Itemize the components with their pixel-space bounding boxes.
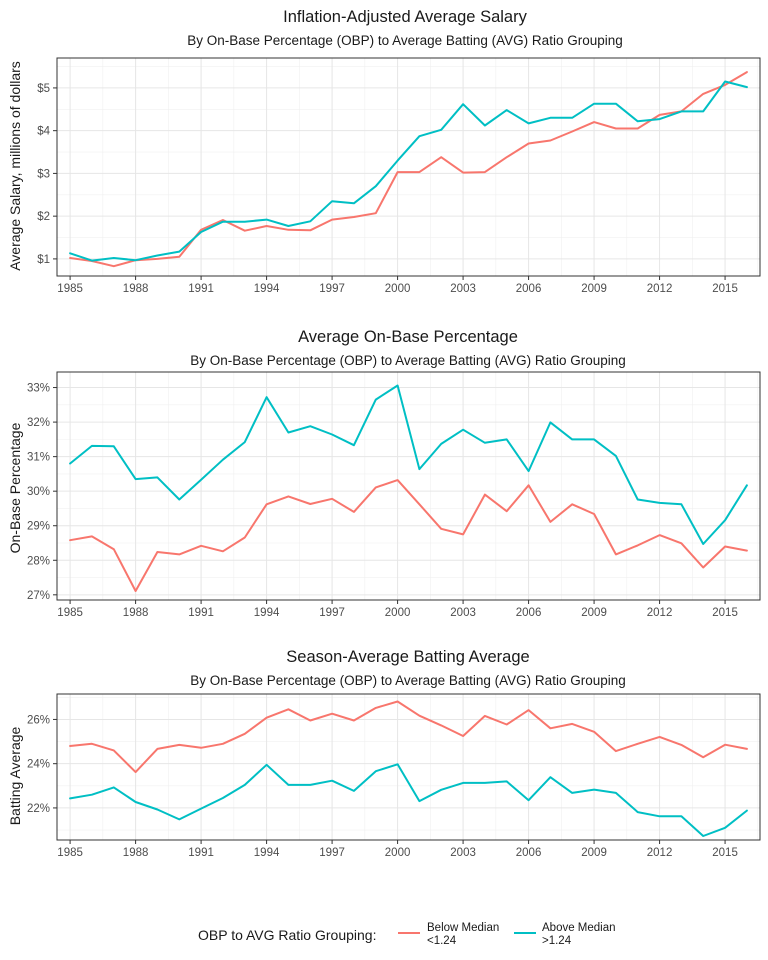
y-tick-label: $3 <box>37 168 50 180</box>
y-tick-label: 26% <box>27 714 50 726</box>
panel-border <box>56 57 761 277</box>
x-tick-label: 1991 <box>188 283 214 295</box>
y-tick-label: $5 <box>37 83 50 95</box>
x-tick-label: 2000 <box>385 847 411 859</box>
y-tick-label: $4 <box>37 126 50 138</box>
x-tick-label: 1997 <box>319 847 345 859</box>
batting-average-chart-panel: Season-Average Batting Average By On-Bas… <box>7 648 761 859</box>
x-tick-label: 2012 <box>647 283 673 295</box>
chart-subtitle: By On-Base Percentage (OBP) to Average B… <box>187 33 622 48</box>
panel-border <box>56 693 761 841</box>
x-tick-label: 1988 <box>123 607 149 619</box>
legend-label-below-median-line1: Below Median <box>427 922 499 934</box>
x-tick-label: 2006 <box>516 847 542 859</box>
x-tick-label: 2003 <box>450 607 476 619</box>
x-tick-label: 1997 <box>319 607 345 619</box>
x-tick-label: 1997 <box>319 283 345 295</box>
legend-label-above-median-line2: >1.24 <box>542 935 572 947</box>
series-line-below-median <box>69 700 748 774</box>
legend-title: OBP to AVG Ratio Grouping: <box>198 927 376 943</box>
chart-title: Inflation-Adjusted Average Salary <box>283 8 527 26</box>
legend-label-above-median-line1: Above Median <box>542 922 616 934</box>
obp-chart-panel: Average On-Base Percentage By On-Base Pe… <box>7 328 761 619</box>
salary-chart-panel: Inflation-Adjusted Average Salary By On-… <box>7 8 761 295</box>
x-tick-label: 2009 <box>581 847 607 859</box>
x-tick-label: 1994 <box>254 283 280 295</box>
x-tick-label: 1988 <box>123 847 149 859</box>
series-line-above-median <box>69 384 748 545</box>
x-tick-label: 2003 <box>450 847 476 859</box>
x-tick-label: 2015 <box>712 607 738 619</box>
y-tick-label: 30% <box>27 486 50 498</box>
y-axis-label: Batting Average <box>7 726 23 825</box>
x-tick-label: 2006 <box>516 283 542 295</box>
y-tick-label: 28% <box>27 555 50 567</box>
x-tick-label: 1985 <box>57 847 83 859</box>
y-tick-label: 32% <box>27 417 50 429</box>
x-tick-label: 1994 <box>254 847 280 859</box>
x-tick-label: 2012 <box>647 607 673 619</box>
x-tick-label: 1985 <box>57 607 83 619</box>
x-tick-label: 1985 <box>57 283 83 295</box>
x-tick-label: 1994 <box>254 607 280 619</box>
x-tick-label: 2009 <box>581 283 607 295</box>
y-tick-label: 24% <box>27 759 50 771</box>
y-axis-label: On-Base Percentage <box>7 422 23 553</box>
chart-title: Season-Average Batting Average <box>286 648 529 666</box>
x-tick-label: 2012 <box>647 847 673 859</box>
series-line-above-median <box>69 763 748 837</box>
x-tick-label: 2003 <box>450 283 476 295</box>
legend-label-below-median-line2: <1.24 <box>427 935 457 947</box>
panel-border <box>56 371 761 601</box>
x-tick-label: 2000 <box>385 607 411 619</box>
x-tick-label: 2015 <box>712 283 738 295</box>
x-tick-label: 1991 <box>188 847 214 859</box>
x-tick-label: 2006 <box>516 607 542 619</box>
chart-title: Average On-Base Percentage <box>298 328 518 346</box>
series-line-below-median <box>69 71 748 268</box>
y-tick-label: 22% <box>27 803 50 815</box>
x-tick-label: 2000 <box>385 283 411 295</box>
series-line-below-median <box>69 479 748 592</box>
y-tick-label: $1 <box>37 254 50 266</box>
x-tick-label: 1988 <box>123 283 149 295</box>
chart-subtitle: By On-Base Percentage (OBP) to Average B… <box>190 673 625 688</box>
y-tick-label: 33% <box>27 383 50 395</box>
y-tick-label: $2 <box>37 211 50 223</box>
chart-subtitle: By On-Base Percentage (OBP) to Average B… <box>190 353 625 368</box>
y-tick-label: 27% <box>27 590 50 602</box>
x-tick-label: 1991 <box>188 607 214 619</box>
y-tick-label: 31% <box>27 452 50 464</box>
y-tick-label: 29% <box>27 521 50 533</box>
x-tick-label: 2015 <box>712 847 738 859</box>
y-axis-label: Average Salary, millions of dollars <box>7 61 23 271</box>
x-tick-label: 2009 <box>581 607 607 619</box>
legend: OBP to AVG Ratio Grouping: Below Median … <box>198 922 616 947</box>
series-line-above-median <box>69 80 748 262</box>
